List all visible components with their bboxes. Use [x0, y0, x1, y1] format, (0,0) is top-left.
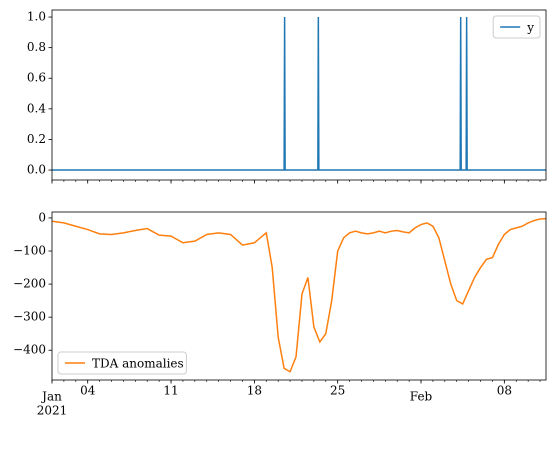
y-tick-label: 0.0 — [27, 163, 46, 177]
axes-frame — [51, 9, 547, 181]
y-tick-label: 0.4 — [27, 101, 46, 115]
y-tick-label: −200 — [13, 277, 46, 291]
y-tick-label: 0.6 — [27, 71, 46, 85]
y-tick-label: −300 — [13, 310, 46, 324]
axes-frame — [51, 211, 547, 381]
legend-label: TDA anomalies — [92, 357, 184, 371]
legend-label: y — [526, 21, 534, 35]
data-line — [51, 217, 547, 373]
x-tick-label: 11 — [163, 384, 178, 398]
y-tick-label: 0 — [38, 210, 46, 224]
x-tick-label: 08 — [497, 384, 512, 398]
data-line — [52, 17, 546, 171]
x-month-label: Jan — [40, 390, 62, 404]
y-tick-label: 0.2 — [27, 132, 46, 146]
legend-box — [57, 351, 187, 375]
x-tick-label: 18 — [247, 384, 262, 398]
x-year-label: 2021 — [37, 404, 68, 418]
y-tick-label: −100 — [13, 244, 46, 258]
y-tick-label: −400 — [13, 343, 46, 357]
y-tick-label: 1.0 — [27, 10, 46, 24]
x-month-label: Feb — [410, 390, 433, 404]
y-tick-label: 0.8 — [27, 40, 46, 54]
x-tick-label: 25 — [330, 384, 345, 398]
x-tick-label: 04 — [80, 384, 96, 398]
